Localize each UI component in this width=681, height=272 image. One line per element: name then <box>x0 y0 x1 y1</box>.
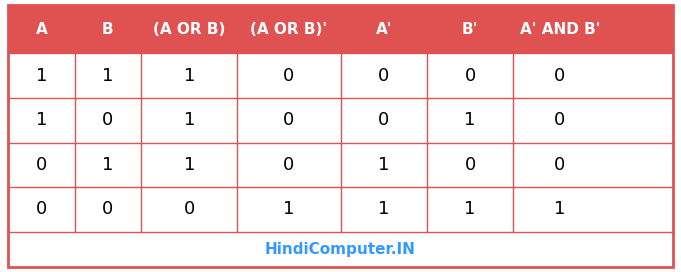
Text: 0: 0 <box>36 156 47 174</box>
Text: 1: 1 <box>184 111 195 129</box>
Text: 1: 1 <box>464 111 476 129</box>
Text: 0: 0 <box>102 200 114 218</box>
Text: 0: 0 <box>184 200 195 218</box>
Text: B': B' <box>462 22 478 37</box>
Text: 1: 1 <box>464 200 476 218</box>
Text: 0: 0 <box>36 200 47 218</box>
Text: 1: 1 <box>378 156 390 174</box>
Text: (A OR B)': (A OR B)' <box>251 22 328 37</box>
Text: HindiComputer.IN: HindiComputer.IN <box>265 242 416 257</box>
Text: 0: 0 <box>378 111 390 129</box>
Text: 0: 0 <box>102 111 114 129</box>
Text: 1: 1 <box>184 156 195 174</box>
Text: 0: 0 <box>283 111 295 129</box>
Text: B: B <box>102 22 114 37</box>
Text: (A OR B): (A OR B) <box>153 22 225 37</box>
Text: 1: 1 <box>35 67 47 85</box>
Text: 1: 1 <box>35 111 47 129</box>
Text: 1: 1 <box>283 200 295 218</box>
Text: 1: 1 <box>102 67 114 85</box>
Text: 1: 1 <box>184 67 195 85</box>
Bar <box>8 143 673 187</box>
Text: 1: 1 <box>378 200 390 218</box>
Bar <box>8 5 673 53</box>
Text: A': A' <box>375 22 392 37</box>
Text: 0: 0 <box>554 111 565 129</box>
Text: 0: 0 <box>554 156 565 174</box>
Bar <box>8 98 673 143</box>
Text: 0: 0 <box>283 156 295 174</box>
Bar <box>8 187 673 232</box>
Text: 0: 0 <box>464 156 476 174</box>
Bar <box>8 232 673 267</box>
Bar <box>8 53 673 98</box>
Text: 1: 1 <box>102 156 114 174</box>
Text: 1: 1 <box>554 200 565 218</box>
Text: 0: 0 <box>378 67 390 85</box>
Text: A' AND B': A' AND B' <box>520 22 600 37</box>
Text: 0: 0 <box>554 67 565 85</box>
Text: 0: 0 <box>283 67 295 85</box>
Text: 0: 0 <box>464 67 476 85</box>
Text: A: A <box>35 22 47 37</box>
